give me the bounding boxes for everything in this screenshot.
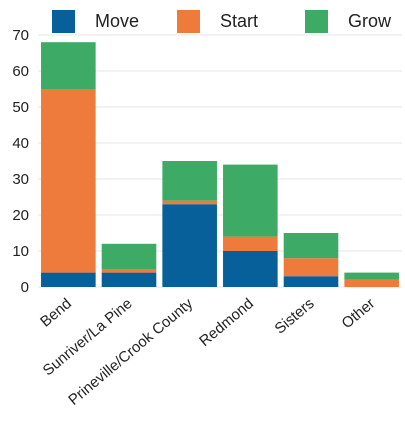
y-tick-label: 40	[12, 135, 29, 152]
bars	[41, 42, 399, 287]
bar-segment-grow	[344, 272, 399, 280]
bar-segment-move	[41, 272, 96, 287]
bar-segment-move	[223, 251, 278, 287]
legend-label-start: Start	[220, 11, 258, 31]
legend-swatch-grow	[305, 10, 328, 33]
legend-swatch-move	[52, 10, 75, 33]
bar-segment-grow	[41, 42, 96, 89]
chart-legend: Move Start Grow	[52, 10, 392, 33]
bar-segment-grow	[283, 233, 339, 259]
bar-segment-start	[344, 279, 399, 287]
legend-label-move: Move	[95, 11, 139, 31]
bar-segment-move	[283, 276, 339, 287]
bar-segment-move	[101, 272, 157, 287]
bar-segment-grow	[101, 243, 157, 269]
bar-segment-start	[283, 258, 339, 277]
x-category-label: Bend	[37, 295, 75, 331]
bar-segment-start	[41, 89, 96, 273]
y-tick-label: 0	[21, 279, 29, 296]
legend-label-grow: Grow	[348, 11, 392, 31]
bar-segment-start	[162, 200, 217, 205]
y-axis-tick-labels: 0 10 20 30 40 50 60 70	[12, 27, 29, 296]
x-category-label: Sisters	[272, 295, 318, 337]
bar-segment-move	[162, 204, 217, 287]
bar-segment-grow	[162, 161, 217, 201]
bar-segment-start	[223, 236, 278, 251]
x-category-label: Redmond	[196, 295, 257, 350]
y-tick-label: 20	[12, 207, 29, 224]
y-tick-label: 10	[12, 243, 29, 260]
bar-segment-start	[101, 269, 157, 273]
legend-swatch-start	[177, 10, 200, 33]
y-tick-label: 70	[12, 27, 29, 44]
y-tick-label: 50	[12, 99, 29, 116]
bar-segment-grow	[223, 164, 278, 237]
gridlines	[38, 34, 402, 288]
y-tick-label: 30	[12, 171, 29, 188]
y-tick-label: 60	[12, 63, 29, 80]
x-category-label: Other	[339, 295, 379, 332]
